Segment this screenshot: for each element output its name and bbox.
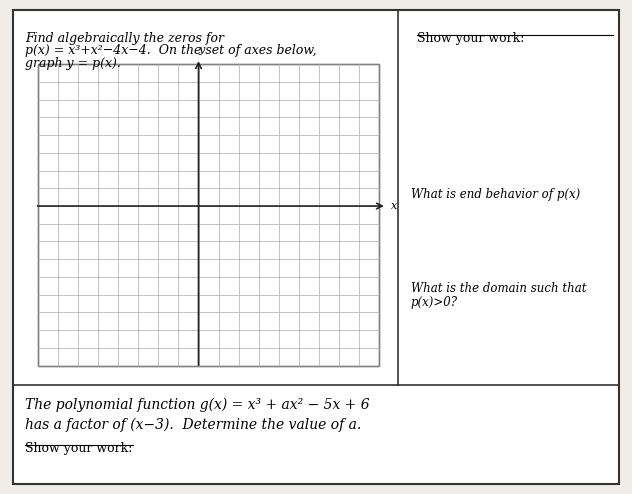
Text: What is the domain such that: What is the domain such that — [411, 282, 586, 294]
Text: graph y = p(x).: graph y = p(x). — [25, 57, 121, 70]
Text: x: x — [391, 201, 397, 211]
Bar — [38, 64, 379, 366]
Text: p(x)>0?: p(x)>0? — [411, 296, 458, 309]
Text: p(x) = x³+x²−4x−4.  On the set of axes below,: p(x) = x³+x²−4x−4. On the set of axes be… — [25, 44, 317, 57]
Text: Find algebraically the zeros for: Find algebraically the zeros for — [25, 32, 224, 45]
Text: has a factor of (x−3).  Determine the value of a.: has a factor of (x−3). Determine the val… — [25, 417, 362, 432]
Text: The polynomial function g(x) = x³ + ax² − 5x + 6: The polynomial function g(x) = x³ + ax² … — [25, 398, 370, 412]
Text: y: y — [198, 45, 205, 55]
Text: Show your work:: Show your work: — [417, 32, 525, 45]
Text: What is end behavior of p(x): What is end behavior of p(x) — [411, 188, 580, 201]
Text: Show your work:: Show your work: — [25, 442, 133, 455]
